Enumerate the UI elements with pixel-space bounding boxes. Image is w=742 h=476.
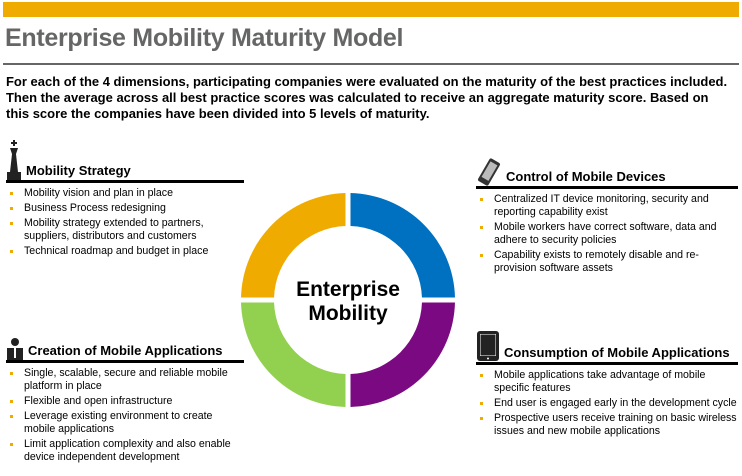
- list-item: Business Process redesigning: [6, 202, 244, 215]
- list-item: Mobility vision and plan in place: [6, 187, 244, 200]
- page-title: Enterprise Mobility Maturity Model: [5, 24, 404, 52]
- list-item: Leverage existing environment to create …: [6, 410, 244, 436]
- maturity-ring: [241, 193, 455, 407]
- list-item: Single, scalable, secure and reliable mo…: [6, 367, 244, 393]
- list-item: Capability exists to remotely disable an…: [476, 249, 738, 275]
- smartphone-icon: [478, 158, 500, 186]
- section-title: Mobility Strategy: [26, 163, 131, 178]
- ring-segment-top-left: [241, 193, 346, 298]
- ring-segment-bottom-left: [241, 302, 346, 407]
- section-title: Control of Mobile Devices: [506, 169, 666, 184]
- section-title: Consumption of Mobile Applications: [504, 345, 730, 360]
- list-item: Mobile applications take advantage of mo…: [476, 369, 738, 395]
- list-item: Centralized IT device monitoring, securi…: [476, 193, 738, 219]
- list-item: Mobile workers have correct software, da…: [476, 221, 738, 247]
- section-control-devices: Control of Mobile Devices Centralized IT…: [476, 146, 738, 277]
- list-item: Prospective users receive training on ba…: [476, 412, 738, 438]
- chess-king-icon: [7, 140, 21, 180]
- tablet-icon: [477, 331, 499, 361]
- list-item: Technical roadmap and budget in place: [6, 245, 244, 258]
- list-item: Flexible and open infrastructure: [6, 395, 244, 408]
- section-creation-apps: Creation of Mobile Applications Single, …: [6, 320, 244, 466]
- people-icon: [7, 338, 23, 360]
- ring-segment-top-right: [350, 193, 455, 298]
- center-label: Enterprise Mobility: [278, 278, 418, 326]
- accent-bar: [3, 2, 739, 17]
- list-item: End user is engaged early in the develop…: [476, 397, 738, 410]
- intro-text: For each of the 4 dimensions, participat…: [6, 74, 728, 121]
- section-mobility-strategy: Mobility Strategy Mobility vision and pl…: [6, 140, 244, 260]
- list-item: Limit application complexity and also en…: [6, 438, 244, 464]
- title-divider: [3, 63, 739, 65]
- center-label-line2: Mobility: [308, 302, 388, 325]
- section-consumption-apps: Consumption of Mobile Applications Mobil…: [476, 322, 738, 440]
- ring-segment-bottom-right: [350, 302, 455, 407]
- list-item: Mobility strategy extended to partners, …: [6, 217, 244, 243]
- center-label-line1: Enterprise: [296, 278, 400, 301]
- section-title: Creation of Mobile Applications: [28, 343, 223, 358]
